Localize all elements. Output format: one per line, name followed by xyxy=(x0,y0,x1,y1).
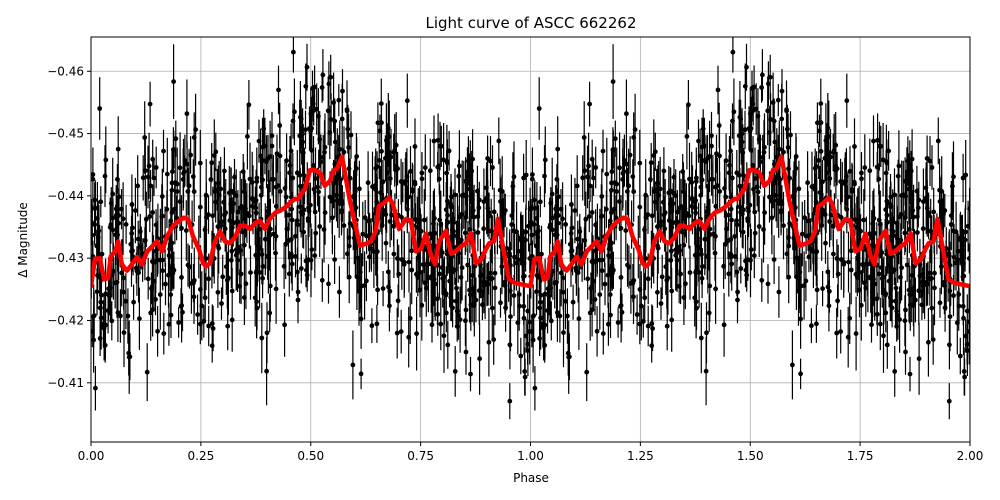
x-tick-label: 1.25 xyxy=(627,449,654,463)
x-tick-label: 0.50 xyxy=(297,449,324,463)
x-axis-ticks: 0.00 0.25 0.50 0.75 1.00 1.25 1.50 1.75 2.00 xyxy=(78,442,984,463)
binned-curve-line xyxy=(91,154,970,289)
x-tick-label: 0.25 xyxy=(188,449,215,463)
chart-title: Light curve of ASCC 662262 xyxy=(426,14,637,32)
x-tick-label: 1.75 xyxy=(847,449,874,463)
x-tick-label: 2.00 xyxy=(957,449,984,463)
binned-curve xyxy=(91,154,970,289)
x-tick-label: 1.00 xyxy=(517,449,544,463)
y-tick-label: −0.41 xyxy=(47,376,84,390)
y-tick-label: −0.42 xyxy=(47,314,84,328)
y-tick-label: −0.46 xyxy=(47,64,84,78)
y-axis-ticks: −0.46 −0.45 −0.44 −0.43 −0.42 −0.41 xyxy=(47,64,91,390)
x-axis-label: Phase xyxy=(513,471,549,485)
y-axis-label: Δ Magnitude xyxy=(16,202,30,278)
y-tick-label: −0.44 xyxy=(47,189,84,203)
y-tick-label: −0.45 xyxy=(47,127,84,141)
x-tick-label: 1.50 xyxy=(737,449,764,463)
x-tick-label: 0.00 xyxy=(78,449,105,463)
y-tick-label: −0.43 xyxy=(47,251,84,265)
x-tick-label: 0.75 xyxy=(407,449,434,463)
data-markers xyxy=(91,49,970,404)
